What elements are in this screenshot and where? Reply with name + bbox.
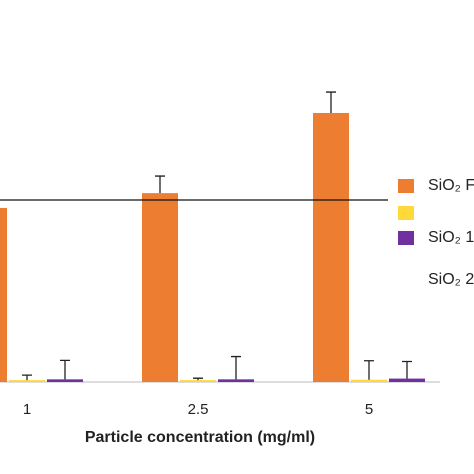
legend-label: SiO₂ 1 xyxy=(428,229,474,246)
legend-label: SiO₂ F xyxy=(428,177,474,194)
error-bar xyxy=(155,175,165,194)
bar xyxy=(142,193,178,382)
bar xyxy=(0,207,7,382)
error-bar xyxy=(364,360,374,380)
bar xyxy=(180,380,216,382)
error-bar xyxy=(402,360,412,379)
x-tick-label: 5 xyxy=(365,401,373,418)
x-tick-label: 2.5 xyxy=(188,401,209,418)
error-bar xyxy=(60,359,70,380)
error-bar xyxy=(193,377,203,381)
legend-label: SiO₂ 2 xyxy=(428,271,474,288)
bar xyxy=(389,378,425,382)
bar xyxy=(218,379,254,382)
legend-swatch xyxy=(398,179,414,193)
x-axis-title: Particle concentration (mg/ml) xyxy=(85,429,315,446)
bar xyxy=(47,379,83,382)
bar xyxy=(9,380,45,382)
bar xyxy=(351,379,387,382)
error-bar xyxy=(326,91,336,113)
legend-swatch xyxy=(398,206,414,220)
x-tick-label: 1 xyxy=(23,401,31,418)
bar xyxy=(313,112,349,383)
legend-swatch xyxy=(398,231,414,245)
error-bar xyxy=(22,374,32,381)
error-bar xyxy=(231,355,241,380)
